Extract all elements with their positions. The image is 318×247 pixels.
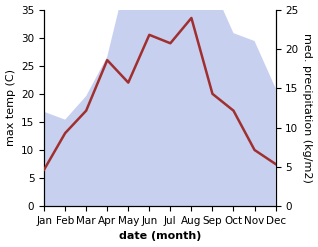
Y-axis label: med. precipitation (kg/m2): med. precipitation (kg/m2) bbox=[302, 33, 313, 183]
Y-axis label: max temp (C): max temp (C) bbox=[5, 69, 16, 146]
X-axis label: date (month): date (month) bbox=[119, 231, 201, 242]
